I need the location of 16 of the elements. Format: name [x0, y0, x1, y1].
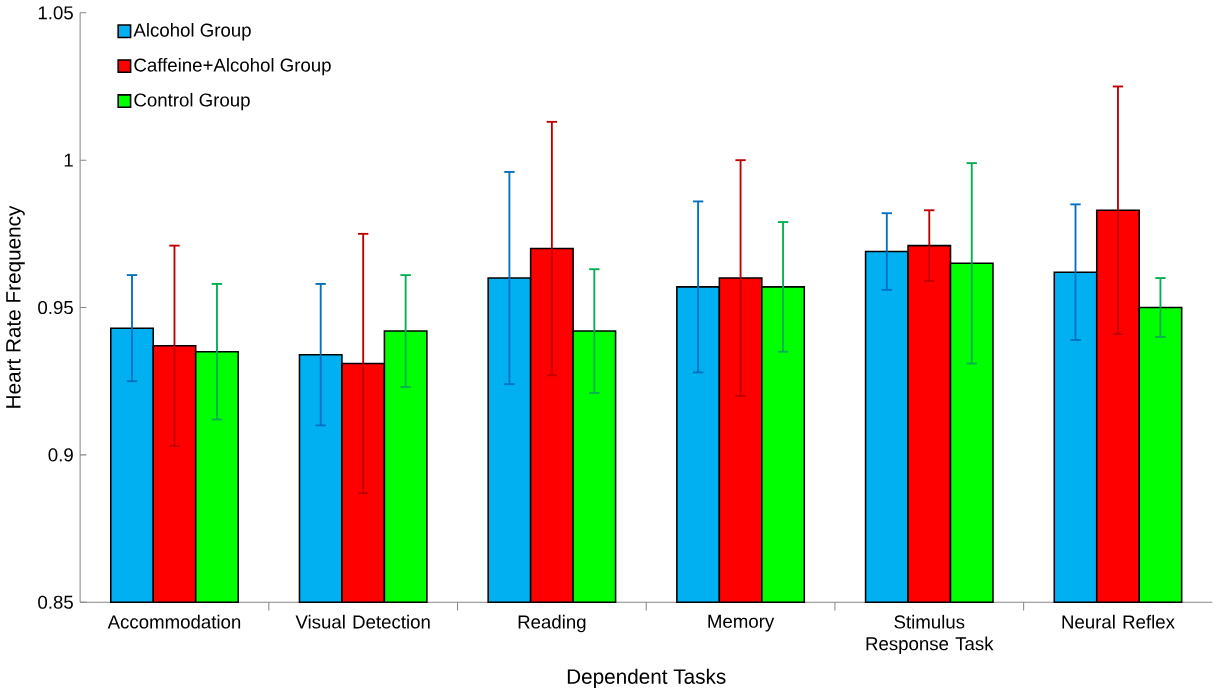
y-tick-label: 0.9: [48, 448, 73, 462]
x-tick-label: Reading: [518, 614, 586, 633]
y-tick-label: 1.05: [38, 6, 73, 20]
legend-label: Control Group: [134, 92, 250, 111]
x-tick-label: Neural Reflex: [1062, 614, 1175, 629]
y-tick-label: 0.85: [38, 595, 73, 609]
x-tick-label: Stimulus Response Task: [866, 614, 994, 654]
y-axis-title: Heart Rate Frequency: [6, 205, 25, 408]
legend-label: Caffeine+Alcohol Group: [134, 57, 331, 76]
y-tick-label: 1: [64, 153, 73, 167]
legend-label: Alcohol Group: [133, 22, 251, 41]
x-tick-label: Accommodation: [107, 614, 241, 629]
x-axis-title: Dependent Tasks: [567, 668, 726, 688]
y-tick-label: 0.95: [38, 300, 73, 315]
x-tick-label: Memory: [708, 614, 775, 632]
x-tick-label: Visual Detection: [295, 614, 430, 629]
